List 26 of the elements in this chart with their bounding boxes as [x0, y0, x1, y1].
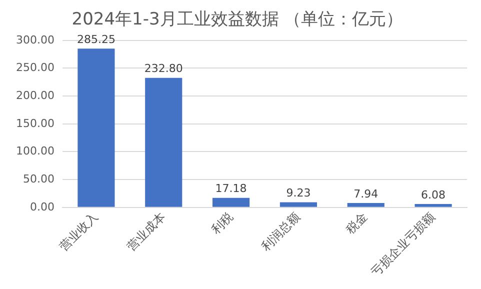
x-tick-label: 营业成本 — [124, 210, 168, 254]
bar — [414, 204, 452, 207]
x-tick-label: 利润总额 — [258, 210, 303, 254]
y-tick-label: 300.00 — [16, 33, 54, 46]
data-label: 17.18 — [215, 182, 247, 196]
y-tick-label: 0.00 — [30, 200, 54, 214]
data-label: 285.25 — [76, 32, 116, 46]
y-tick-label: 50.00 — [22, 172, 54, 186]
chart-title: 2024年1-3月工业效益数据 （单位：亿元） — [72, 10, 404, 30]
data-label: 9.23 — [286, 186, 311, 200]
bar — [145, 78, 182, 207]
bar — [78, 48, 115, 207]
bar — [347, 203, 384, 207]
x-tick-label: 营业收入 — [56, 210, 101, 254]
x-tick-label: 利税 — [208, 210, 236, 237]
bar — [280, 202, 317, 207]
y-tick-label: 250.00 — [16, 61, 54, 74]
data-label: 7.94 — [354, 187, 378, 200]
x-tick-label: 亏损企业亏损额 — [368, 210, 438, 280]
data-label: 6.08 — [421, 188, 446, 202]
x-tick-label: 税金 — [343, 210, 370, 237]
y-tick-label: 200.00 — [16, 88, 54, 102]
bar — [212, 198, 250, 207]
y-tick-label: 100.00 — [16, 144, 54, 158]
y-tick-label: 150.00 — [16, 116, 54, 130]
data-label: 232.80 — [144, 62, 183, 76]
